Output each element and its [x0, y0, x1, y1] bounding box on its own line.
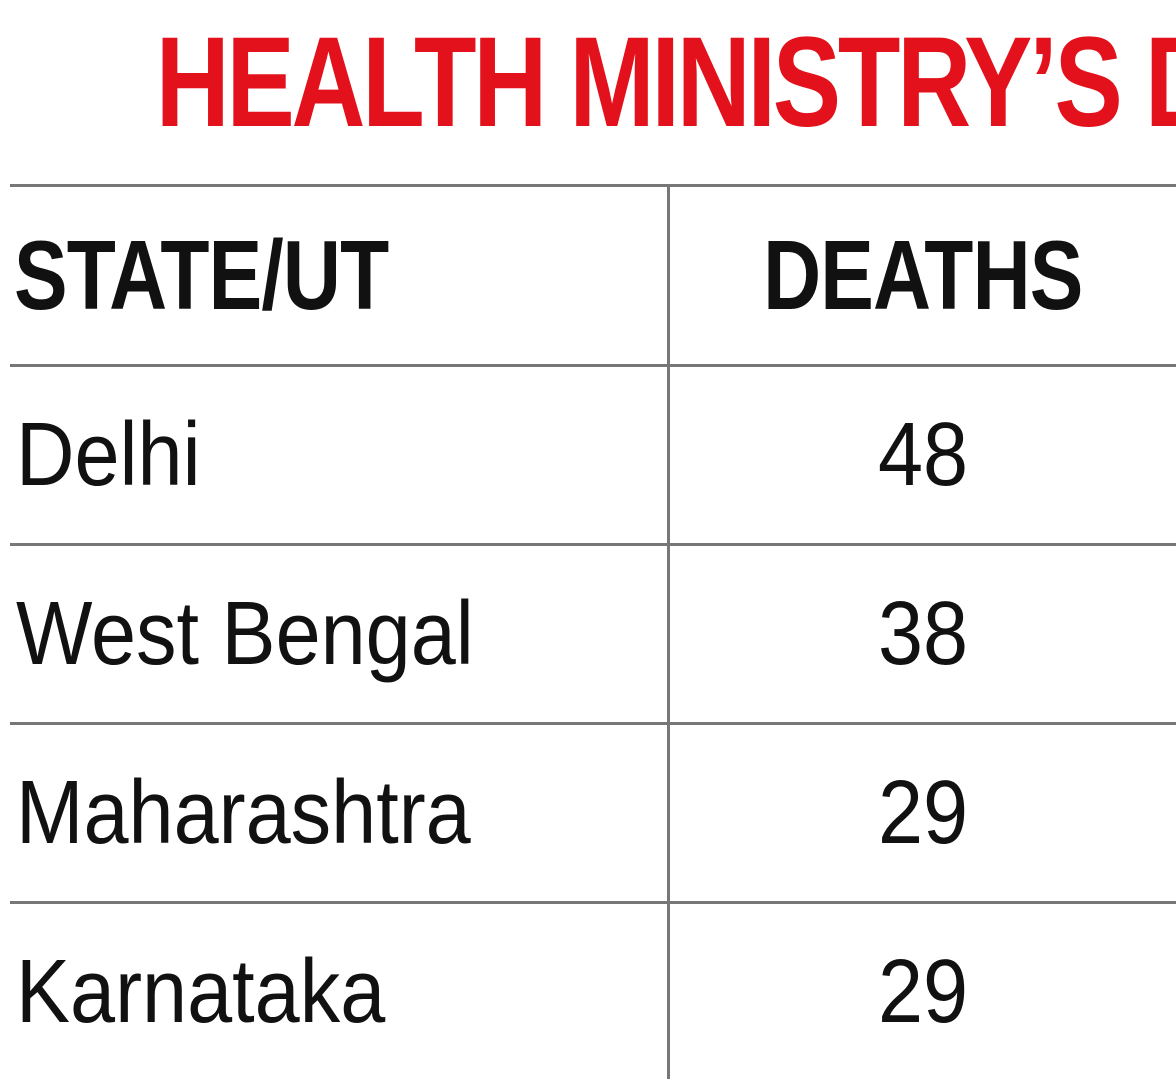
column-header-state: STATE/UT: [14, 186, 654, 364]
table-cell-state-west-bengal: West Bengal: [16, 545, 656, 723]
deaths-value-maharashtra: 29: [877, 763, 969, 863]
table-cell-deaths-delhi: 48: [670, 366, 1176, 544]
table-rule-row-3: [10, 901, 1176, 904]
table-cell-deaths-karnataka: 29: [670, 903, 1176, 1081]
table-rule-header: [10, 364, 1176, 367]
column-header-deaths: DEATHS: [670, 186, 1176, 364]
table-rule-row-2: [10, 722, 1176, 725]
table-column-divider: [667, 184, 670, 1079]
table-cell-state-delhi: Delhi: [16, 366, 656, 544]
table-rule-top: [10, 184, 1176, 187]
state-label-karnataka: Karnataka: [16, 942, 386, 1042]
chart-title: HEALTH MINISTRY’S DATA: [0, 18, 1176, 148]
deaths-value-karnataka: 29: [877, 942, 969, 1042]
column-header-deaths-label: DEATHS: [763, 220, 1083, 330]
state-label-west-bengal: West Bengal: [16, 584, 474, 684]
deaths-value-delhi: 48: [877, 405, 969, 505]
column-header-state-label: STATE/UT: [14, 220, 389, 330]
state-label-maharashtra: Maharashtra: [16, 763, 471, 863]
table-cell-state-maharashtra: Maharashtra: [16, 724, 656, 902]
table-rule-row-1: [10, 543, 1176, 546]
table-cell-state-karnataka: Karnataka: [16, 903, 656, 1081]
chart-title-text: HEALTH MINISTRY’S DATA: [155, 18, 1176, 148]
state-label-delhi: Delhi: [16, 405, 201, 505]
deaths-value-west-bengal: 38: [877, 584, 969, 684]
table-cell-deaths-maharashtra: 29: [670, 724, 1176, 902]
table-cell-deaths-west-bengal: 38: [670, 545, 1176, 723]
data-table: STATE/UT DEATHS Delhi 48 West Bengal 38 …: [10, 184, 1176, 1079]
